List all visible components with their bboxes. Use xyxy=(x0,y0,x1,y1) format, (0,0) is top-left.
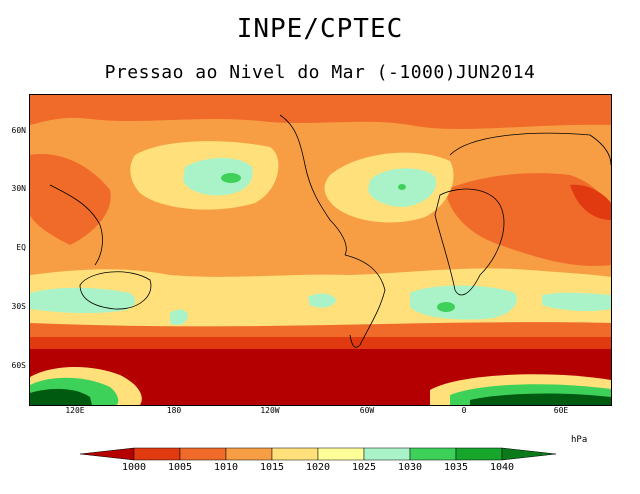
field-1025-1030-azores xyxy=(398,184,406,190)
coastlines xyxy=(49,114,611,348)
coast-north-america xyxy=(279,114,347,256)
colorbar-label-1040: 1040 xyxy=(489,462,515,473)
lat-tick-30s: 30S xyxy=(11,302,26,311)
main-title: INPE/CPTEC xyxy=(236,14,404,44)
colorbar-label-1010: 1010 xyxy=(213,462,239,473)
lat-tick-30n: 30N xyxy=(11,184,26,193)
colorbar-label-1020: 1020 xyxy=(305,462,331,473)
colorbar-bin-1010-1015 xyxy=(225,447,273,461)
field-1000-1005-asia xyxy=(570,184,611,220)
field-1020-1025-south-indian-east xyxy=(542,292,611,312)
coast-east-asia xyxy=(49,184,103,266)
lon-tick-120e: 120E xyxy=(65,406,85,415)
colorbar-label-1015: 1015 xyxy=(259,462,285,473)
colorbar xyxy=(80,447,556,461)
field-antarctic-high-west-3 xyxy=(30,388,92,405)
colorbar-label-1025: 1025 xyxy=(351,462,377,473)
field-1005-1010-north xyxy=(30,95,611,130)
colorbar-label-1005: 1005 xyxy=(167,462,193,473)
colorbar-bin-1020-1025 xyxy=(317,447,365,461)
colorbar-bin-1025-1030 xyxy=(363,447,411,461)
colorbar-bin-1015-1020 xyxy=(271,447,319,461)
unit-label: hPa xyxy=(571,435,588,445)
pressure-map xyxy=(29,94,612,406)
lon-tick-180: 180 xyxy=(166,406,182,415)
coast-eurasia xyxy=(449,132,611,166)
field-1020-1025-north-pacific xyxy=(183,158,253,196)
colorbar-bin-1005-1010 xyxy=(179,447,227,461)
colorbar-bin-1000-1005 xyxy=(133,447,181,461)
colorbar-bin-1035-1040 xyxy=(455,447,503,461)
field-1020-1025-south-pacific xyxy=(308,293,336,308)
colorbar-label-1000: 1000 xyxy=(121,462,147,473)
lon-tick-60e: 60E xyxy=(553,406,569,415)
field-1005-1010-africa-asia xyxy=(445,173,611,266)
colorbar-bin-1030-1035 xyxy=(409,447,457,461)
field-1020-1025-south-indian xyxy=(30,287,136,314)
coast-australia xyxy=(79,271,152,310)
field-1000-1005-south xyxy=(30,337,611,351)
colorbar-low-arrow xyxy=(80,447,135,461)
lon-tick-120w: 120W xyxy=(260,406,280,415)
pressure-field-svg xyxy=(30,95,611,405)
coast-africa xyxy=(434,188,505,296)
lon-tick-0: 0 xyxy=(461,406,467,415)
lat-tick-eq: EQ xyxy=(16,243,26,252)
field-1025-1030-south-atlantic xyxy=(437,302,455,312)
colorbar-high-arrow xyxy=(501,447,556,461)
field-1020-1025-south-atlantic xyxy=(410,285,517,320)
coast-south-america xyxy=(344,254,386,348)
field-1020-1025-nz xyxy=(170,309,188,325)
field-antarctic-high-east-3 xyxy=(470,393,611,405)
colorbar-label-1035: 1035 xyxy=(443,462,469,473)
lat-tick-60s: 60S xyxy=(11,361,26,370)
field-1005-1010-asia xyxy=(30,154,111,245)
lat-tick-60n: 60N xyxy=(11,126,26,135)
map-subtitle: Pressao ao Nivel do Mar (-1000)JUN2014 xyxy=(104,62,536,83)
lon-tick-60w: 60W xyxy=(359,406,375,415)
field-1025-1030-north-pacific xyxy=(221,173,241,183)
colorbar-label-1030: 1030 xyxy=(397,462,423,473)
